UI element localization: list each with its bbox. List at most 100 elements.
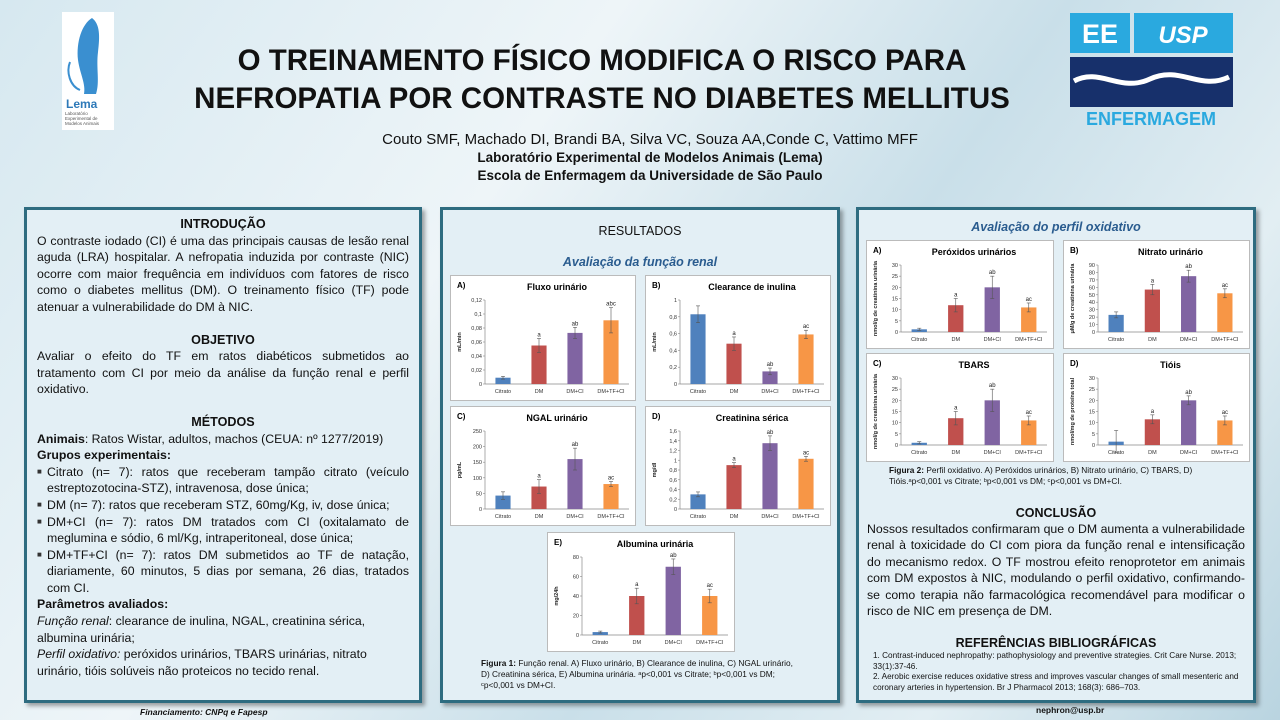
x-tick-label: DM bbox=[632, 640, 641, 646]
significance-label: ab bbox=[572, 321, 579, 327]
objective-text: Avaliar o efeito do TF em ratos diabétic… bbox=[37, 349, 409, 397]
y-tick-label: 90 bbox=[1089, 263, 1095, 269]
x-tick-label: DM+CI bbox=[566, 389, 584, 395]
logo-name: Lema bbox=[66, 97, 98, 111]
chart: C) NGAL urinário pg/mL 0 50 100 150 200 250 Citra… bbox=[450, 406, 636, 526]
y-tick-label: 1,4 bbox=[669, 439, 677, 445]
y-axis-label: nmol/g de creatinina urinária bbox=[873, 373, 879, 449]
error-bar bbox=[609, 481, 613, 487]
chart-title: TBARS bbox=[959, 360, 990, 370]
y-tick-label: 1 bbox=[674, 298, 677, 304]
error-bar bbox=[1186, 269, 1191, 283]
x-tick-label: DM+TF+CI bbox=[1015, 450, 1043, 456]
x-tick-label: DM bbox=[1148, 450, 1157, 456]
significance-label: abc bbox=[606, 302, 616, 308]
error-bar bbox=[804, 329, 808, 339]
bar bbox=[948, 305, 964, 332]
section-heading: INTRODUÇÃO bbox=[180, 217, 266, 231]
chart: B) Clearance de inulina mL/min 0 0,2 0,4 0,6 0,… bbox=[645, 275, 831, 401]
rat-tail bbox=[67, 61, 81, 91]
label: Animais bbox=[37, 431, 85, 446]
y-tick-label: 0,08 bbox=[471, 326, 482, 332]
rat-shape bbox=[77, 18, 100, 94]
error-bar bbox=[953, 298, 958, 313]
y-tick-label: 15 bbox=[1089, 410, 1095, 416]
subtitle: Avaliação da função renal bbox=[562, 255, 718, 269]
significance-label: a bbox=[1151, 409, 1155, 415]
y-tick-label: 5 bbox=[1092, 432, 1095, 438]
bar bbox=[1144, 289, 1160, 332]
lema-logo: Lema Laboratório Experimental de Modelos… bbox=[62, 12, 114, 130]
significance-label: ac bbox=[803, 324, 809, 330]
bar bbox=[567, 459, 583, 509]
bar bbox=[1144, 419, 1160, 445]
error-bar bbox=[1114, 430, 1119, 454]
bar bbox=[603, 484, 619, 509]
y-tick-label: 20 bbox=[892, 285, 898, 291]
error-bar bbox=[1222, 415, 1227, 426]
significance-label: ab bbox=[989, 270, 996, 276]
x-tick-label: DM+CI bbox=[665, 640, 683, 646]
bar bbox=[1021, 420, 1037, 445]
wave bbox=[1072, 72, 1231, 86]
school: Escola de Enfermagem da Universidade de … bbox=[477, 168, 823, 183]
error-bar bbox=[1114, 311, 1119, 319]
animals: Animais: Ratos Wistar, adultos, machos (… bbox=[37, 431, 409, 448]
section-heading: OBJETIVO bbox=[191, 332, 255, 347]
bar bbox=[629, 596, 645, 635]
y-axis-label: nmol/mg de proteína total bbox=[1070, 377, 1076, 445]
param-item: Perfil oxidativo: peróxidos urinários, T… bbox=[37, 646, 409, 679]
bar bbox=[726, 343, 742, 384]
y-tick-label: 0,6 bbox=[669, 332, 677, 338]
x-tick-label: DM bbox=[535, 514, 544, 520]
bar bbox=[531, 345, 547, 384]
ee-usp-logo: EE USP ENFERMAGEM bbox=[1070, 13, 1233, 129]
y-tick-label: 250 bbox=[473, 429, 482, 435]
text: Função renal. A) Fluxo urinário, B) Clea… bbox=[481, 658, 793, 690]
section-heading: REFERÊNCIAS BIBLIOGRÁFICAS bbox=[955, 636, 1157, 650]
significance-label: a bbox=[954, 293, 958, 299]
bar bbox=[726, 465, 742, 509]
chart: D) Creatinina sérica mg/dl 0 0,2 0,4 0,6 0,8 1 1,… bbox=[645, 406, 831, 526]
y-tick-label: 40 bbox=[1089, 300, 1095, 306]
y-axis-label: nmol/g de creatinina urinária bbox=[873, 260, 879, 336]
x-tick-label: Citrato bbox=[1108, 337, 1124, 343]
x-tick-label: DM+CI bbox=[566, 514, 584, 520]
y-tick-label: 0 bbox=[674, 382, 677, 388]
y-tick-label: 50 bbox=[476, 491, 482, 497]
x-tick-label: DM+CI bbox=[984, 337, 1002, 343]
error-bar bbox=[573, 326, 577, 339]
y-tick-label: 1,2 bbox=[669, 449, 677, 455]
label: Figura 2: bbox=[889, 465, 925, 475]
x-tick-label: DM+CI bbox=[761, 389, 779, 395]
chart-title: NGAL urinário bbox=[526, 413, 588, 423]
error-bar bbox=[1222, 288, 1227, 299]
chart-title: Creatinina sérica bbox=[716, 413, 790, 423]
y-tick-label: 1 bbox=[674, 458, 677, 464]
y-tick-label: 0 bbox=[1092, 330, 1095, 336]
chart: A) Fluxo urinário mL/min 0 0,02 0,04 0,06 0,08 0… bbox=[450, 275, 636, 401]
error-bar bbox=[917, 441, 922, 445]
y-tick-label: 40 bbox=[573, 594, 579, 600]
section-heading: MÉTODOS bbox=[191, 414, 255, 429]
x-tick-label: DM+TF+CI bbox=[792, 514, 820, 520]
error-bar bbox=[953, 411, 958, 426]
usp-text: USP bbox=[1158, 22, 1208, 49]
x-tick-label: DM bbox=[730, 389, 739, 395]
bar bbox=[495, 495, 511, 509]
error-bar bbox=[732, 462, 736, 468]
references: 1. Contrast-induced nephropathy: pathoph… bbox=[873, 651, 1243, 693]
significance-label: ab bbox=[1185, 390, 1192, 396]
x-tick-label: DM+CI bbox=[984, 450, 1002, 456]
x-tick-label: DM bbox=[535, 389, 544, 395]
significance-label: ac bbox=[803, 450, 809, 456]
chart-title: Nitrato urinário bbox=[1138, 247, 1204, 257]
chart: D) Tióis nmol/mg de proteína total 0 5 10 15 20… bbox=[1063, 353, 1250, 462]
group-item: DM+CI (n= 7): ratos DM tratados com CI (… bbox=[37, 514, 409, 547]
x-tick-label: DM+CI bbox=[1180, 450, 1198, 456]
x-tick-label: Citrato bbox=[495, 389, 511, 395]
email: nephron@usp.br bbox=[1036, 705, 1105, 715]
chart-letter: A) bbox=[457, 281, 466, 290]
y-axis-label: mL/min bbox=[652, 332, 658, 352]
bar bbox=[798, 334, 814, 384]
